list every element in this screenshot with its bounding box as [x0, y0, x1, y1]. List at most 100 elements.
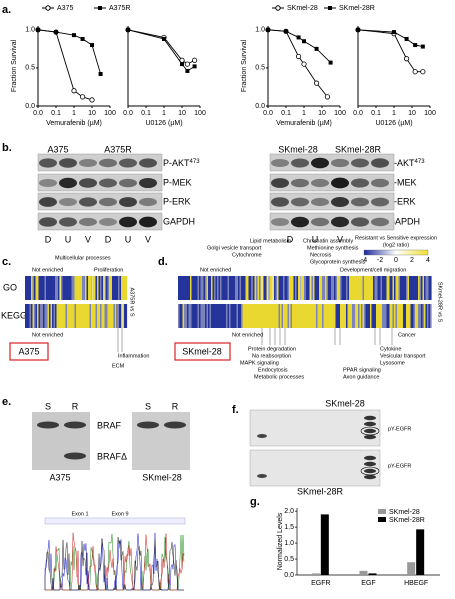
- heat-stripe: [395, 276, 398, 300]
- heat-stripe: [392, 304, 395, 328]
- blot-band: [311, 178, 329, 188]
- heat-stripe: [421, 276, 423, 300]
- heat-stripe: [100, 276, 102, 300]
- lane-label: D: [287, 234, 294, 244]
- heat-stripe: [268, 276, 270, 300]
- marker: [296, 35, 301, 40]
- heat-stripe: [265, 276, 267, 300]
- heat-stripe: [290, 304, 293, 328]
- heat-stripe: [373, 276, 375, 300]
- heat-stripe: [44, 304, 47, 328]
- heat-stripe: [316, 304, 318, 328]
- heat-stripe: [262, 304, 264, 328]
- heat-stripe: [430, 276, 432, 300]
- heat-stripe: [224, 304, 227, 328]
- heat-stripe: [269, 276, 272, 300]
- row-label: P-MEK: [388, 177, 417, 187]
- blot-band: [351, 178, 369, 188]
- panel-labels: a. b. c. d. e. f. g.: [2, 4, 260, 508]
- colorbar-title: (log2 ratio): [383, 242, 409, 248]
- lane-label: U: [312, 234, 319, 244]
- heat-stripe: [235, 304, 237, 328]
- heat-stripe: [316, 276, 318, 300]
- heat-stripe: [293, 304, 296, 328]
- blot-band: [371, 158, 389, 168]
- heat-stripe: [260, 304, 263, 328]
- x-tick-label: 1: [302, 110, 306, 117]
- heat-stripe: [391, 304, 393, 328]
- term-label: Metabolic processes: [254, 374, 304, 380]
- heat-stripe: [65, 276, 68, 300]
- heat-stripe: [416, 276, 419, 300]
- heat-stripe: [212, 276, 215, 300]
- heat-stripe: [56, 304, 59, 328]
- heat-stripe: [367, 304, 369, 328]
- heat-stripe: [50, 304, 53, 328]
- heat-stripe: [368, 304, 371, 328]
- heat-stripe: [188, 276, 191, 300]
- blot-band: [371, 217, 389, 227]
- heat-stripe: [46, 276, 48, 300]
- heat-stripe: [61, 304, 63, 328]
- heat-stripe: [371, 276, 374, 300]
- blot-band: [311, 157, 329, 169]
- heat-stripe: [277, 276, 279, 300]
- lane-label: V: [337, 234, 343, 244]
- series-line: [357, 29, 423, 73]
- band-label: BRAFΔ: [97, 451, 127, 461]
- blot-band: [351, 217, 369, 227]
- heat-stripe: [263, 276, 266, 300]
- blot-band: [39, 197, 57, 207]
- heat-stripe: [196, 276, 198, 300]
- heat-stripe: [383, 304, 386, 328]
- heat-stripe: [82, 276, 84, 300]
- blot-band: [139, 216, 157, 228]
- heat-stripe: [61, 276, 63, 300]
- heat-stripe: [218, 276, 221, 300]
- marker: [79, 94, 86, 100]
- heat-stripe: [229, 304, 231, 328]
- heat-stripe: [193, 304, 195, 328]
- heat-stripe: [386, 304, 389, 328]
- superscript: 473: [415, 159, 426, 165]
- heat-stripe: [232, 304, 234, 328]
- heat-stripe: [242, 276, 245, 300]
- colorbar-tick: -2: [377, 257, 383, 264]
- heat-stripe: [232, 276, 234, 300]
- heat-stripe: [257, 304, 260, 328]
- x-tick-label: 0.0: [353, 110, 363, 117]
- term-label: Vesicular transport: [380, 353, 426, 359]
- row-label: P-ERK: [163, 196, 191, 206]
- blot-band: [119, 178, 137, 188]
- gel-band: [37, 421, 59, 429]
- heat-stripe: [209, 304, 212, 328]
- term-label: Cytochrome: [232, 252, 262, 258]
- blot-band: [99, 178, 117, 188]
- marker: [71, 88, 77, 94]
- heat-stripe: [374, 304, 377, 328]
- heat-stripe: [25, 276, 27, 300]
- lane-label: U: [125, 234, 132, 244]
- blot-band: [139, 177, 157, 189]
- heat-stripe: [422, 304, 425, 328]
- heat-stripe: [424, 304, 426, 328]
- heat-stripe: [74, 304, 77, 328]
- legend-marker: [45, 5, 51, 11]
- heat-stripe: [280, 276, 282, 300]
- heat-stripe: [331, 276, 333, 300]
- heat-stripe: [301, 304, 303, 328]
- row-label: KEGG: [1, 310, 27, 320]
- bar: [416, 529, 425, 575]
- series-line: [127, 29, 195, 65]
- marker: [98, 72, 103, 76]
- heat-stripe: [382, 276, 384, 300]
- heat-stripe: [260, 276, 263, 300]
- heat-stripe: [404, 304, 407, 328]
- panel-label: g.: [250, 496, 260, 508]
- heat-stripe: [428, 304, 431, 328]
- heat-stripe: [211, 276, 213, 300]
- heat-stripe: [242, 304, 245, 328]
- heat-stripe: [53, 276, 56, 300]
- heat-stripe: [254, 276, 257, 300]
- heat-stripe: [263, 304, 266, 328]
